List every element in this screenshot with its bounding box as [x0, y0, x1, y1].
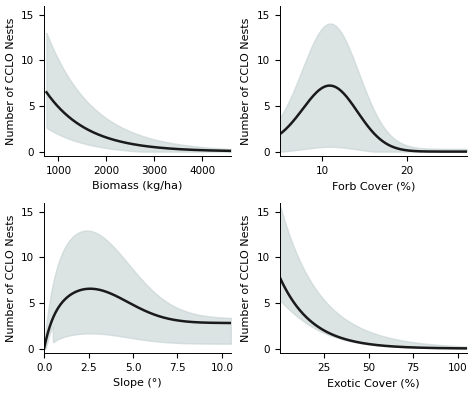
Y-axis label: Number of CCLO Nests: Number of CCLO Nests	[241, 214, 251, 342]
Y-axis label: Number of CCLO Nests: Number of CCLO Nests	[241, 17, 251, 145]
X-axis label: Slope (°): Slope (°)	[113, 379, 162, 388]
X-axis label: Exotic Cover (%): Exotic Cover (%)	[327, 379, 419, 388]
Y-axis label: Number of CCLO Nests: Number of CCLO Nests	[6, 214, 16, 342]
Y-axis label: Number of CCLO Nests: Number of CCLO Nests	[6, 17, 16, 145]
X-axis label: Biomass (kg/ha): Biomass (kg/ha)	[92, 182, 182, 191]
X-axis label: Forb Cover (%): Forb Cover (%)	[331, 182, 415, 191]
